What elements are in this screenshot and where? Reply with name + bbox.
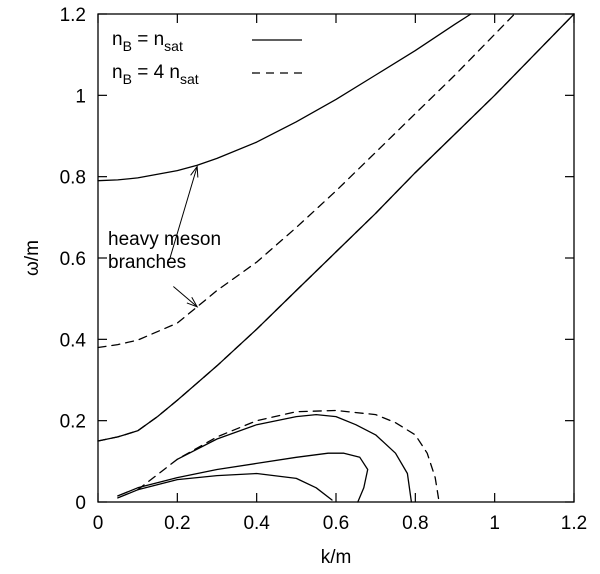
y-tick-label: 0.2 [60,412,86,433]
series-solid-curve-4 [117,452,369,503]
series-dashed-curve-2 [97,13,575,442]
legend: nB = nsat nB = 4 nsat [112,29,302,87]
y-tick-label: 1 [75,86,86,107]
legend-entry-1-label: nB = nsat [112,29,183,54]
axis-ticks [97,13,575,503]
x-tick-label: 1 [489,513,500,534]
annotation-arrow-2 [173,286,199,308]
y-tick-label: 0.4 [60,330,87,351]
x-axis-label: k/m [321,547,352,568]
x-tick-label: 0 [93,513,104,534]
x-tick-label: 0.2 [164,513,190,534]
annotation: heavy meson branches [108,165,221,308]
y-tick-label: 0 [75,493,86,514]
annotation-arrow-1 [168,165,199,261]
series-dashed-curve-1 [97,13,516,349]
x-tick-label: 0.6 [323,513,349,534]
legend-entry-2-label: nB = 4 nsat [112,62,199,87]
series-solid-curve-5 [176,413,413,503]
annotation-line-2: branches [108,252,186,273]
y-tick-label: 1.2 [60,5,86,26]
series-solid-curve-3 [117,472,333,501]
tick-labels: 0 0.2 0.4 0.6 0.8 1 1.2 0 0.2 0.4 0.6 0.8 1 1.2 [60,5,588,534]
x-tick-label: 0.4 [243,513,270,534]
y-axis-label: ω/m [22,240,43,276]
series-dashed-curve-3 [137,409,440,503]
y-tick-label: 0.8 [60,168,86,189]
series-solid-curve-1 [97,13,472,182]
annotation-arrows [168,165,199,308]
data-curves [97,13,575,503]
x-tick-label: 0.8 [402,513,428,534]
x-tick-label: 1.2 [561,513,587,534]
annotation-line-1: heavy meson [108,229,221,250]
y-tick-label: 0.6 [60,249,86,270]
